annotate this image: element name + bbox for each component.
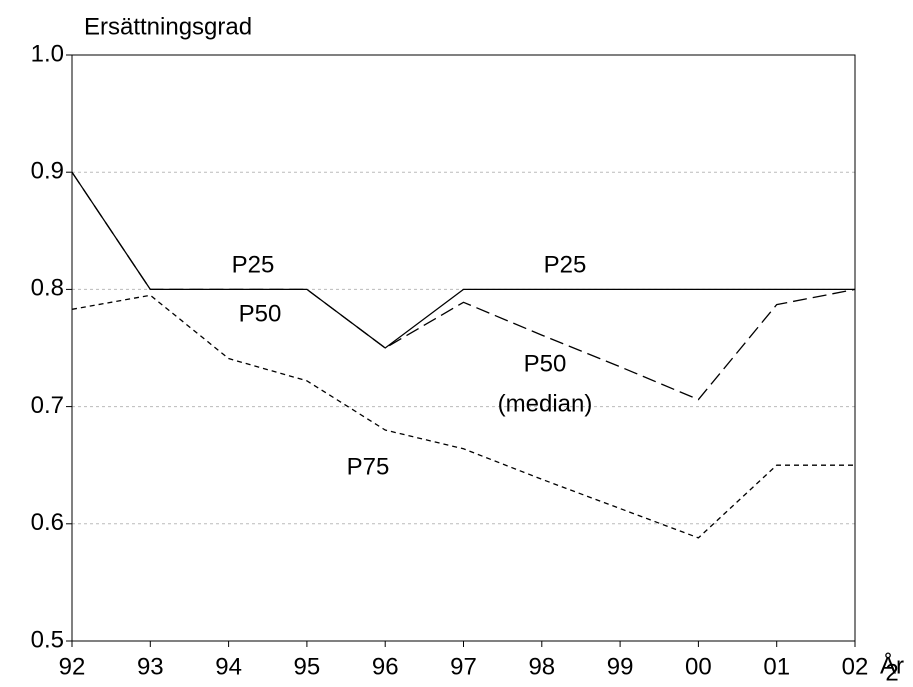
annotation: P25 [232, 251, 275, 278]
y-tick-label: 0.9 [31, 158, 64, 185]
x-tick-label: 00 [685, 653, 712, 680]
annotation: (median) [498, 390, 593, 417]
x-tick-label: 95 [294, 653, 321, 680]
x-tick-label: 01 [763, 653, 790, 680]
y-tick-label: 0.6 [31, 509, 64, 536]
x-tick-label: 98 [528, 653, 555, 680]
y-tick-label: 0.8 [31, 275, 64, 302]
annotation: P50 [239, 300, 282, 327]
x-tick-label: 94 [215, 653, 242, 680]
x-tick-label: 96 [372, 653, 399, 680]
chart-title: Ersättningsgrad [84, 13, 252, 40]
y-tick-label: 1.0 [31, 40, 64, 67]
line-series [71, 294, 855, 539]
x-tick-label: 97 [450, 653, 477, 680]
annotation: P25 [544, 251, 587, 278]
x-tick-label: 02 [842, 653, 869, 680]
y-tick-label: 0.7 [31, 392, 64, 419]
annotation: 2 [885, 659, 898, 686]
plot-frame [71, 54, 856, 642]
y-tick-label: 0.5 [31, 626, 64, 653]
x-axis-label: År [880, 651, 904, 679]
annotation: P75 [347, 453, 390, 480]
line-series [71, 171, 855, 349]
x-tick-label: 93 [137, 653, 164, 680]
annotation: P50 [524, 350, 567, 377]
line-series [71, 171, 856, 401]
x-tick-label: 92 [59, 653, 86, 680]
x-tick-label: 99 [607, 653, 634, 680]
